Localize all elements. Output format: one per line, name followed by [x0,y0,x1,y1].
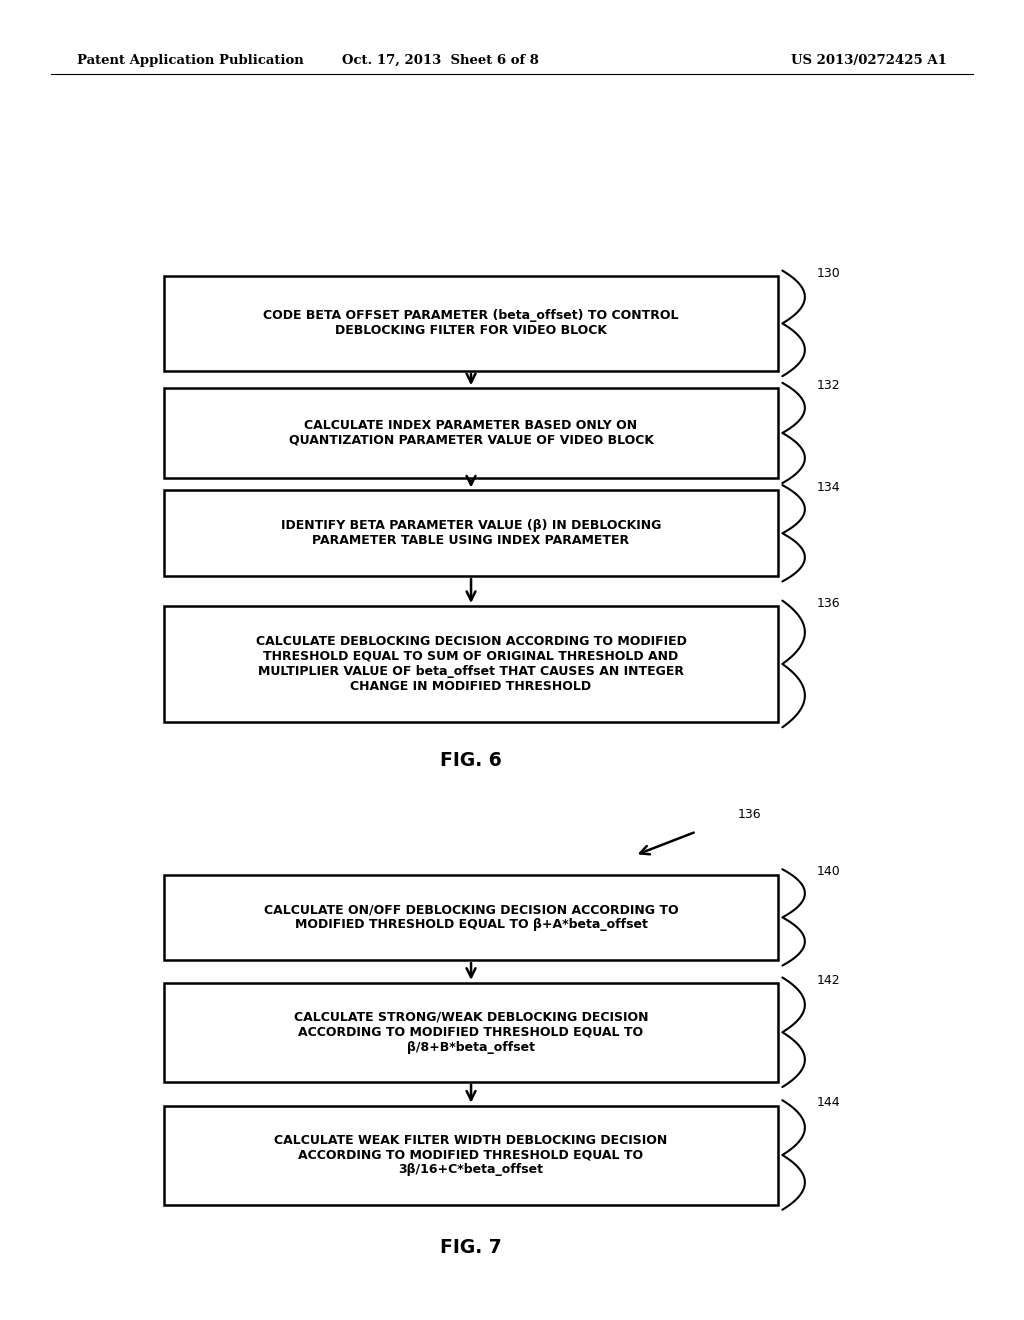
Bar [164,388,778,478]
Text: FIG. 7: FIG. 7 [440,1238,502,1257]
Text: 132: 132 [817,379,841,392]
Bar [164,982,778,1082]
Text: 144: 144 [817,1096,841,1109]
Bar [164,1106,778,1204]
Text: Oct. 17, 2013  Sheet 6 of 8: Oct. 17, 2013 Sheet 6 of 8 [342,54,539,67]
Text: 142: 142 [817,974,841,986]
Bar [164,875,778,961]
Text: CALCULATE ON/OFF DEBLOCKING DECISION ACCORDING TO
MODIFIED THRESHOLD EQUAL TO β+: CALCULATE ON/OFF DEBLOCKING DECISION ACC… [264,903,678,932]
Text: IDENTIFY BETA PARAMETER VALUE (β) IN DEBLOCKING
PARAMETER TABLE USING INDEX PARA: IDENTIFY BETA PARAMETER VALUE (β) IN DEB… [281,519,662,548]
Text: CALCULATE STRONG/WEAK DEBLOCKING DECISION
ACCORDING TO MODIFIED THRESHOLD EQUAL : CALCULATE STRONG/WEAK DEBLOCKING DECISIO… [294,1011,648,1053]
Text: CALCULATE DEBLOCKING DECISION ACCORDING TO MODIFIED
THRESHOLD EQUAL TO SUM OF OR: CALCULATE DEBLOCKING DECISION ACCORDING … [256,635,686,693]
Text: FIG. 6: FIG. 6 [440,751,502,770]
Text: 140: 140 [817,866,841,878]
Bar [164,490,778,576]
Text: 136: 136 [817,597,841,610]
Bar [164,276,778,371]
Text: US 2013/0272425 A1: US 2013/0272425 A1 [792,54,947,67]
Text: CODE BETA OFFSET PARAMETER (beta_offset) TO CONTROL
DEBLOCKING FILTER FOR VIDEO : CODE BETA OFFSET PARAMETER (beta_offset)… [263,309,679,338]
Text: CALCULATE WEAK FILTER WIDTH DEBLOCKING DECISION
ACCORDING TO MODIFIED THRESHOLD : CALCULATE WEAK FILTER WIDTH DEBLOCKING D… [274,1134,668,1176]
Text: Patent Application Publication: Patent Application Publication [77,54,303,67]
Text: CALCULATE INDEX PARAMETER BASED ONLY ON
QUANTIZATION PARAMETER VALUE OF VIDEO BL: CALCULATE INDEX PARAMETER BASED ONLY ON … [289,418,653,447]
Text: 136: 136 [737,808,761,821]
Text: 130: 130 [817,267,841,280]
Bar [164,606,778,722]
Text: 134: 134 [817,480,841,494]
